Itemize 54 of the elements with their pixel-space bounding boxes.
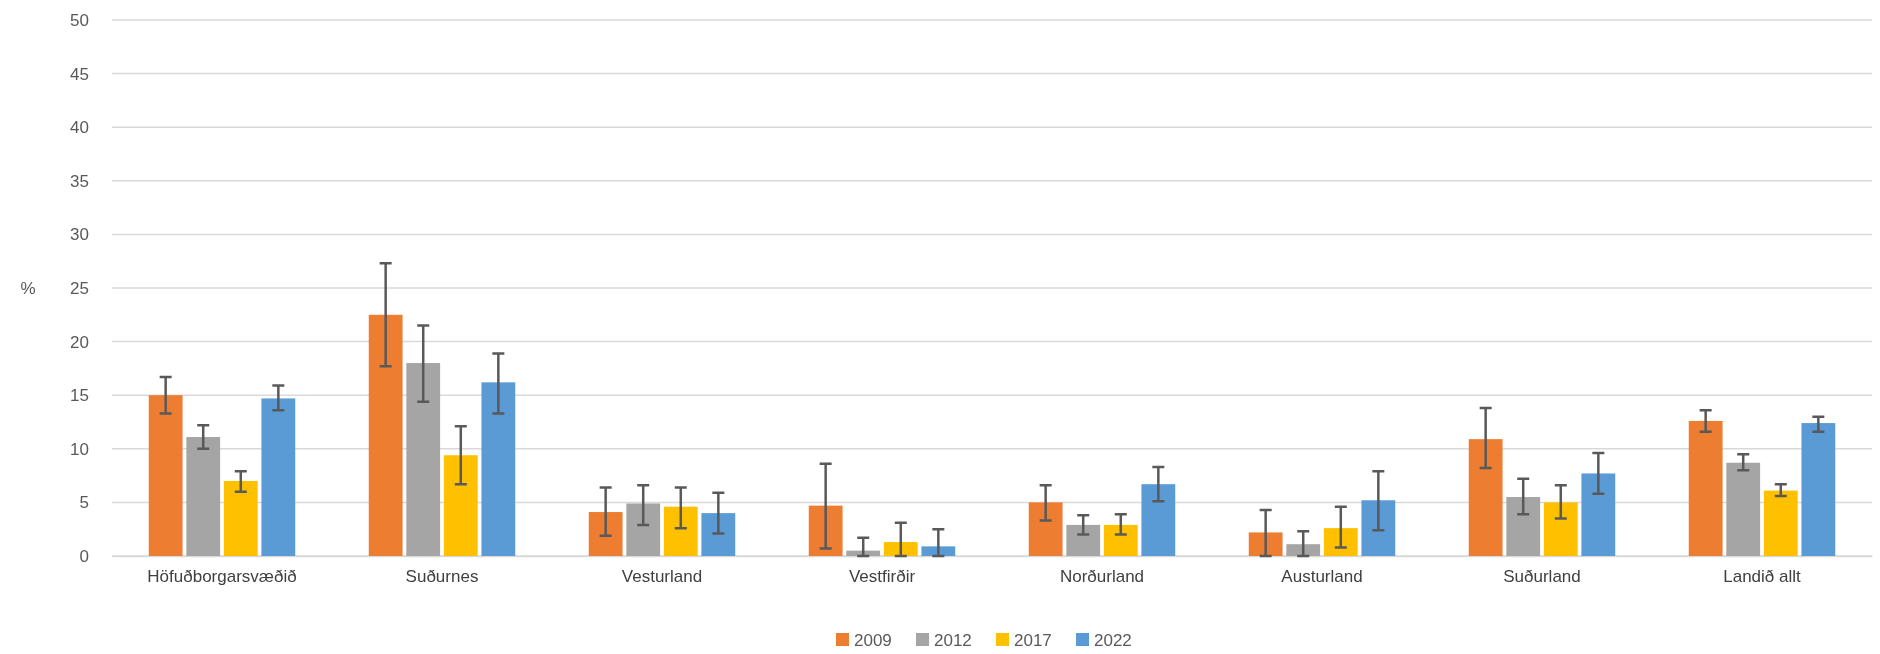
- bar: [1248, 532, 1283, 556]
- bar: [1726, 462, 1761, 556]
- bar: [1141, 484, 1176, 556]
- bar: [1103, 524, 1138, 556]
- bar: [883, 542, 918, 556]
- legend-label: 2022: [1094, 631, 1132, 650]
- bar: [368, 314, 403, 556]
- bar: [663, 506, 698, 556]
- bar: [701, 513, 736, 556]
- bar: [1801, 423, 1836, 556]
- bar: [148, 395, 183, 556]
- bar: [1323, 528, 1358, 556]
- y-tick-label: 20: [70, 332, 89, 352]
- bar: [443, 455, 478, 556]
- bar: [1066, 524, 1101, 556]
- bar: [261, 398, 296, 556]
- legend-label: 2009: [854, 631, 892, 650]
- y-tick-label: 45: [70, 64, 89, 84]
- y-tick-label: 30: [70, 225, 89, 245]
- legend-label: 2017: [1014, 631, 1052, 650]
- bar: [808, 505, 843, 556]
- bar: [1688, 420, 1723, 556]
- y-tick-label: 40: [70, 118, 89, 138]
- y-axis-title: %: [20, 279, 36, 298]
- bar: [1468, 439, 1503, 556]
- y-tick-label: 0: [79, 546, 89, 566]
- bar: [1506, 497, 1541, 556]
- x-tick-label: Suðurland: [1503, 567, 1581, 587]
- x-tick-label: Höfuðborgarsvæðið: [147, 567, 297, 587]
- x-tick-label: Vestfirðir: [848, 567, 916, 587]
- x-tick-label: Suðurnes: [405, 567, 479, 587]
- y-tick-label: 10: [70, 439, 89, 459]
- bar: [481, 382, 516, 556]
- bar: [406, 363, 441, 556]
- bar: [626, 503, 661, 556]
- y-tick-label: 35: [70, 171, 89, 191]
- bar: [1581, 473, 1616, 556]
- x-tick-label: Landið allt: [1723, 567, 1802, 587]
- bar: [1028, 502, 1063, 556]
- bar: [223, 480, 258, 556]
- bar: [1543, 502, 1578, 556]
- y-tick-label: 25: [70, 278, 89, 298]
- y-tick-label: 15: [70, 386, 89, 406]
- bar: [1361, 500, 1396, 556]
- x-tick-label: Vesturland: [621, 567, 703, 587]
- bar: [1763, 490, 1798, 556]
- bar: [186, 437, 221, 556]
- x-tick-label: Austurland: [1281, 567, 1363, 587]
- y-tick-label: 5: [79, 493, 89, 513]
- bar: [588, 512, 623, 556]
- y-tick-label: 50: [70, 10, 89, 30]
- bar: [1286, 544, 1321, 556]
- x-tick-label: Norðurland: [1059, 567, 1145, 587]
- legend-label: 2012: [934, 631, 972, 650]
